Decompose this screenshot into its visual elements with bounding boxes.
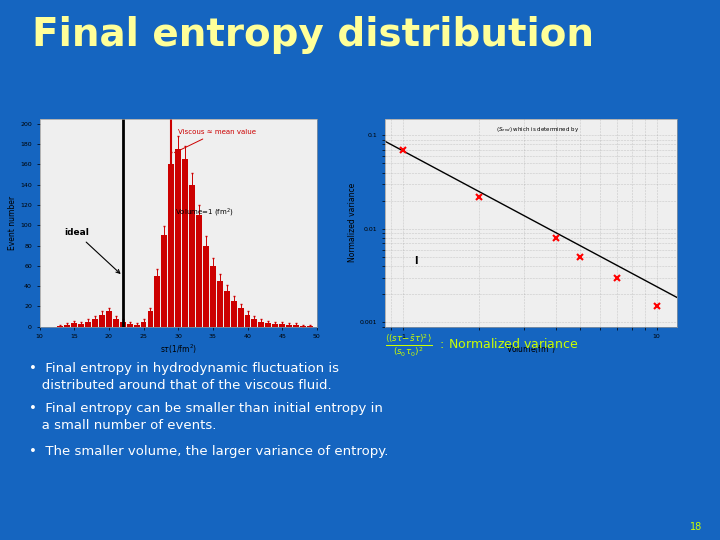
Bar [155,276,161,327]
Bar [140,326,146,327]
Bar [120,322,126,327]
Bar [224,291,230,327]
X-axis label: Volume(fm$^2$): Volume(fm$^2$) [506,342,556,355]
Bar [113,319,119,327]
Bar [238,308,243,327]
Text: •  Final entropy can be smaller than initial entropy in
   a small number of eve: • Final entropy can be smaller than init… [29,402,382,433]
Text: $\mathbf{I}$: $\mathbf{I}$ [413,254,418,266]
Bar [300,326,306,327]
Bar [175,149,181,327]
Text: 18: 18 [690,522,702,532]
Bar [64,325,71,327]
Text: Volume=1 (fm$^2$): Volume=1 (fm$^2$) [175,207,233,219]
Text: $\frac{\langle(s\tau\!-\!\bar{s}\tau)^2\rangle}{(s_0\tau_0)^2}$  : Normalized va: $\frac{\langle(s\tau\!-\!\bar{s}\tau)^2\… [385,332,579,359]
Bar [182,159,188,327]
Bar [258,322,264,327]
Bar [203,246,209,327]
Bar [92,319,98,327]
Bar [161,235,167,327]
Y-axis label: Event number: Event number [9,195,17,250]
Bar [230,301,237,327]
Bar [71,322,77,327]
Bar [279,323,285,327]
Bar [210,266,216,327]
Bar [251,319,257,327]
Bar [85,322,91,327]
Bar [140,322,146,327]
Bar [189,185,195,327]
Bar [272,323,278,327]
Text: Final entropy distribution: Final entropy distribution [32,16,595,54]
Y-axis label: Normalized variance: Normalized variance [348,183,357,262]
Bar [286,325,292,327]
Bar [148,312,153,327]
Bar [196,215,202,327]
Bar [168,165,174,327]
Bar [266,322,271,327]
Text: •  Final entropy in hydrodynamic fluctuation is
   distributed around that of th: • Final entropy in hydrodynamic fluctuat… [29,362,339,392]
Bar [99,314,105,327]
Bar [78,323,84,327]
Bar [307,326,312,327]
X-axis label: s$\tau$(1/fm$^2$): s$\tau$(1/fm$^2$) [160,342,197,355]
Bar [245,314,251,327]
Text: Viscous ≈ mean value: Viscous ≈ mean value [175,129,256,153]
Bar [58,326,63,327]
Bar [293,325,299,327]
Bar [127,323,132,327]
Text: ideal: ideal [64,228,120,273]
Bar [217,281,222,327]
Bar [134,325,140,327]
Text: •  The smaller volume, the larger variance of entropy.: • The smaller volume, the larger varianc… [29,446,388,458]
Bar [106,312,112,327]
Text: $(\mathit{S}_{end})$ which is determined by: $(\mathit{S}_{end})$ which is determined… [496,125,579,134]
